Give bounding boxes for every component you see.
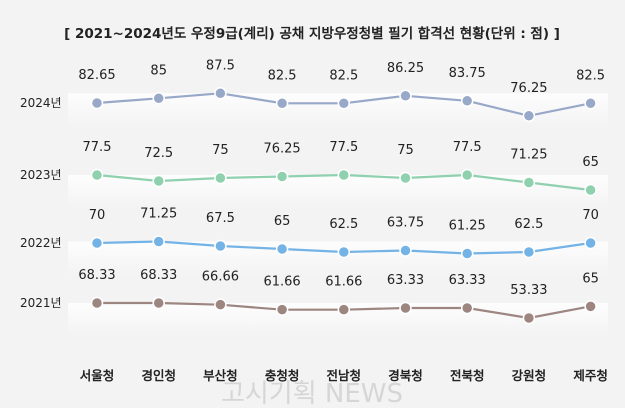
series-name-0: 2024년 — [20, 96, 62, 110]
data-point[interactable] — [90, 296, 104, 310]
data-point[interactable] — [152, 174, 165, 188]
chart-title: [ 2021~2024년도 우정9급(계리) 공채 지방우정청별 필기 합격선 … — [64, 25, 560, 42]
data-label: 86.25 — [387, 61, 424, 76]
x-tick-label: 강원청 — [512, 368, 547, 383]
data-point[interactable] — [337, 245, 351, 259]
data-label: 82.65 — [78, 68, 115, 83]
data-label: 66.66 — [202, 270, 239, 285]
series-name-3: 2021년 — [20, 296, 62, 310]
data-point[interactable] — [337, 303, 351, 316]
data-point[interactable] — [152, 92, 165, 105]
data-point[interactable] — [275, 303, 289, 316]
series-0: 2024년 82.65 85 87.5 82.5 82.5 86.25 83.75 76.25 8… — [20, 58, 605, 123]
data-label: 82.5 — [576, 68, 605, 83]
data-label: 62.5 — [514, 217, 543, 232]
series-2: 2022년 70 71.25 67.5 65 62.5 63.75 61.25 62.5 70 — [20, 207, 599, 260]
data-point[interactable] — [522, 109, 536, 123]
data-point[interactable] — [399, 244, 412, 257]
data-label: 63.33 — [449, 273, 486, 288]
data-point[interactable] — [214, 239, 227, 253]
data-point[interactable] — [460, 168, 474, 182]
series-name-1: 2023년 — [20, 168, 62, 182]
data-label: 77.5 — [453, 140, 482, 155]
data-point[interactable] — [399, 171, 412, 185]
x-tick-label: 전북청 — [450, 368, 485, 383]
data-label: 70 — [582, 208, 599, 223]
data-label: 77.5 — [83, 140, 112, 155]
x-tick-label: 제주청 — [573, 368, 608, 383]
data-label: 63.75 — [387, 216, 424, 231]
data-point[interactable] — [399, 301, 412, 315]
series-3: 2021년 68.33 68.33 66.66 61.66 61.66 63.33 63.33… — [20, 268, 599, 325]
data-point[interactable] — [460, 247, 474, 260]
data-label: 61.66 — [263, 275, 300, 290]
x-tick-label: 경북청 — [388, 368, 423, 383]
data-label: 53.33 — [510, 283, 547, 298]
data-point[interactable] — [584, 236, 597, 250]
data-label: 72.5 — [144, 146, 173, 161]
x-tick-label: 경인청 — [141, 368, 176, 383]
data-label: 65 — [582, 155, 599, 170]
data-point[interactable] — [90, 236, 104, 250]
data-label: 82.5 — [329, 68, 358, 83]
data-point[interactable] — [584, 183, 597, 197]
data-point[interactable] — [337, 168, 351, 182]
x-tick-label: 충청청 — [265, 368, 300, 383]
data-point[interactable] — [337, 97, 351, 110]
data-label: 68.33 — [78, 268, 115, 283]
data-point[interactable] — [275, 97, 289, 110]
data-point[interactable] — [584, 97, 597, 110]
data-label: 82.5 — [268, 68, 297, 83]
data-point[interactable] — [214, 87, 227, 100]
data-point[interactable] — [214, 298, 227, 311]
data-label: 85 — [150, 63, 167, 78]
data-point[interactable] — [522, 311, 536, 325]
data-label: 68.33 — [140, 268, 177, 283]
x-tick-label: 부산청 — [203, 368, 238, 383]
data-point[interactable] — [90, 96, 104, 110]
data-point[interactable] — [460, 301, 474, 315]
data-label: 70 — [89, 208, 106, 223]
series-1: 2023년 77.5 72.5 75 76.25 77.5 75 77.5 71.25 65 — [20, 140, 599, 197]
data-point[interactable] — [522, 176, 536, 189]
x-tick-label: 전남청 — [327, 368, 362, 383]
data-point[interactable] — [152, 296, 165, 310]
data-label: 61.66 — [325, 275, 362, 290]
data-point[interactable] — [584, 300, 597, 313]
data-label: 71.25 — [510, 148, 547, 163]
data-label: 62.5 — [329, 217, 358, 232]
data-label: 61.25 — [449, 219, 486, 234]
data-point[interactable] — [90, 168, 104, 182]
data-label: 71.25 — [140, 207, 177, 222]
data-label: 75 — [212, 143, 229, 158]
data-point[interactable] — [460, 94, 474, 108]
data-label: 83.75 — [449, 66, 486, 81]
data-point[interactable] — [275, 170, 289, 183]
data-label: 76.25 — [263, 142, 300, 157]
data-point[interactable] — [275, 242, 289, 256]
data-label: 75 — [397, 143, 414, 158]
data-point[interactable] — [522, 245, 536, 259]
data-label: 65 — [582, 271, 599, 286]
data-label: 63.33 — [387, 273, 424, 288]
data-label: 77.5 — [329, 140, 358, 155]
data-point[interactable] — [152, 235, 165, 248]
data-label: 87.5 — [206, 58, 235, 73]
data-label: 76.25 — [510, 81, 547, 96]
data-label: 65 — [274, 214, 291, 229]
x-tick-label: 서울청 — [80, 368, 115, 383]
data-point[interactable] — [399, 89, 412, 103]
series-name-2: 2022년 — [20, 236, 62, 250]
watermark: 고시기획 NEWS — [221, 379, 403, 408]
data-point[interactable] — [214, 171, 227, 185]
data-label: 67.5 — [206, 211, 235, 226]
